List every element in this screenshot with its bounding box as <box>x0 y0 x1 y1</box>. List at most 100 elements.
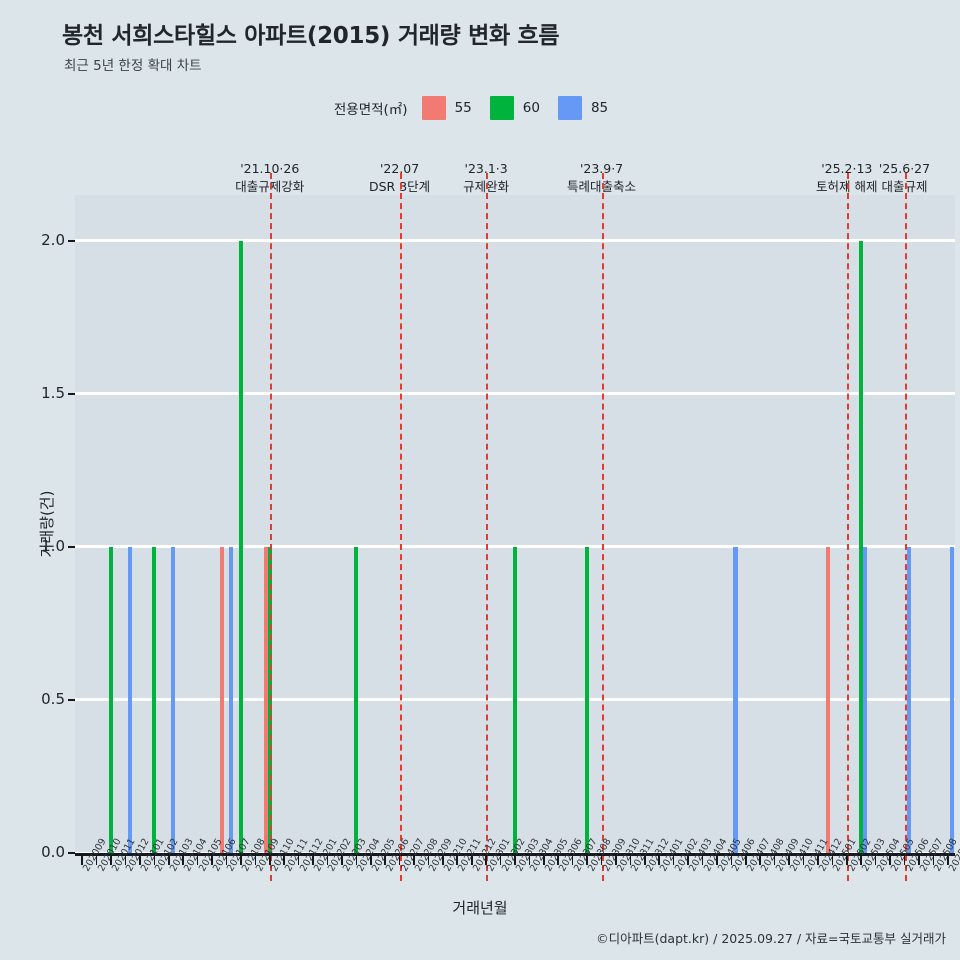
x-tick-mark <box>701 856 704 865</box>
event-annotation: '23.9·7 특례대출축소 <box>522 160 682 196</box>
x-axis-label: 거래년월 <box>452 899 508 917</box>
event-annotation-text: 토허제 해제 <box>816 179 878 195</box>
x-tick-mark <box>600 856 603 865</box>
event-annotation-date: '23.1·3 <box>464 161 508 176</box>
x-tick-mark <box>817 856 819 865</box>
event-annotation-text: 대출규제 <box>881 179 928 195</box>
x-tick-mark <box>499 856 502 865</box>
event-annotation-date: '21.10·26 <box>240 161 300 176</box>
event-line <box>601 173 604 881</box>
bar[interactable] <box>863 546 868 853</box>
event-annotation: '25.6·27 대출규제 <box>825 160 960 196</box>
x-tick-mark <box>384 856 386 865</box>
bar[interactable] <box>152 546 157 853</box>
event-annotation-date: '25.2·13 <box>821 161 873 176</box>
x-axis-line <box>75 853 955 856</box>
x-tick-mark <box>153 856 156 865</box>
x-tick-mark <box>571 856 574 865</box>
bar[interactable] <box>108 546 114 853</box>
x-tick-mark <box>124 856 127 865</box>
y-tick-mark <box>68 852 75 854</box>
bar[interactable] <box>949 546 954 853</box>
event-line <box>846 173 849 881</box>
x-tick-mark <box>716 856 718 865</box>
x-tick-mark <box>672 856 675 865</box>
legend-entry-85[interactable]: 85 <box>557 96 609 120</box>
legend-label-60: 60 <box>522 100 540 116</box>
legend-label-85: 85 <box>590 100 609 116</box>
bar[interactable] <box>733 546 738 853</box>
x-tick-mark <box>629 856 632 865</box>
event-annotation: '23.1·3 규제완화 <box>406 160 566 196</box>
legend-entry-60[interactable]: 60 <box>489 96 540 120</box>
x-tick-mark <box>182 856 184 865</box>
x-tick-mark <box>874 856 877 865</box>
event-annotation: '25.2·13 토허제 해제 <box>767 160 927 196</box>
footer-credit: ©디아파트(dapt.kr) / 2025.09.27 / 자료=국토교통부 실… <box>596 931 946 946</box>
legend-swatch-85 <box>557 96 582 120</box>
x-tick-mark <box>196 856 199 865</box>
bar[interactable] <box>859 240 864 853</box>
bar[interactable] <box>906 546 911 853</box>
event-annotation-text: 특례대출축소 <box>567 179 637 195</box>
y-tick-mark <box>68 392 75 395</box>
event-annotation-date: '22.07 <box>379 161 420 176</box>
x-tick-mark <box>543 856 545 865</box>
x-tick-mark <box>586 856 588 865</box>
event-line <box>269 173 272 881</box>
event-line <box>486 173 489 881</box>
y-tick-label: 1.0 <box>41 536 65 555</box>
x-tick-mark <box>889 856 891 865</box>
x-tick-mark <box>903 856 906 865</box>
x-tick-mark <box>240 856 242 865</box>
event-line <box>399 173 402 881</box>
event-annotation: '21.10·26 대출규제강화 <box>190 160 350 196</box>
y-tick-label: 0.5 <box>41 689 65 708</box>
bar[interactable] <box>238 240 243 853</box>
x-tick-mark <box>788 856 790 865</box>
x-tick-mark <box>95 856 98 865</box>
y-tick-mark <box>68 239 75 242</box>
x-tick-mark <box>167 856 170 865</box>
x-tick-mark <box>615 856 617 865</box>
x-tick-mark <box>658 856 661 865</box>
bar[interactable] <box>220 546 225 853</box>
x-tick-mark <box>254 856 257 865</box>
gridline <box>75 239 955 243</box>
x-tick-mark <box>831 856 834 865</box>
x-tick-mark <box>225 856 228 865</box>
gridline <box>75 545 955 549</box>
event-annotation-date: '25.6·27 <box>878 161 931 176</box>
x-tick-mark <box>268 856 271 865</box>
bar[interactable] <box>127 546 132 853</box>
y-tick-mark <box>68 698 75 701</box>
x-tick-mark <box>528 856 531 865</box>
bar[interactable] <box>267 546 272 853</box>
x-tick-mark <box>427 856 430 865</box>
gridline <box>75 392 955 396</box>
legend-label-55: 55 <box>454 100 472 116</box>
bar[interactable] <box>512 546 518 853</box>
x-tick-mark <box>456 856 459 865</box>
x-tick-mark <box>759 856 762 865</box>
event-annotation-text: DSR 3단계 <box>368 179 431 195</box>
legend-title: 전용면적(㎡) <box>333 102 408 118</box>
x-tick-mark <box>946 856 949 865</box>
bar[interactable] <box>354 546 359 853</box>
x-tick-mark <box>846 856 848 865</box>
bar[interactable] <box>585 546 590 853</box>
bar[interactable] <box>170 546 175 853</box>
y-tick-label: 2.0 <box>41 230 65 249</box>
y-tick-label: 0.0 <box>41 843 65 861</box>
bar[interactable] <box>263 546 268 853</box>
x-tick-mark <box>139 856 141 865</box>
bar[interactable] <box>228 546 233 853</box>
legend-swatch-60 <box>489 96 514 120</box>
x-tick-mark <box>341 856 343 865</box>
bar[interactable] <box>826 546 831 853</box>
chart-subtitle: 최근 5년 한정 확대 차트 <box>64 58 202 74</box>
x-tick-mark <box>932 856 935 865</box>
legend-entry-55[interactable]: 55 <box>421 96 472 120</box>
event-annotation: '22.07 DSR 3단계 <box>320 160 480 196</box>
x-tick-mark <box>730 856 733 865</box>
